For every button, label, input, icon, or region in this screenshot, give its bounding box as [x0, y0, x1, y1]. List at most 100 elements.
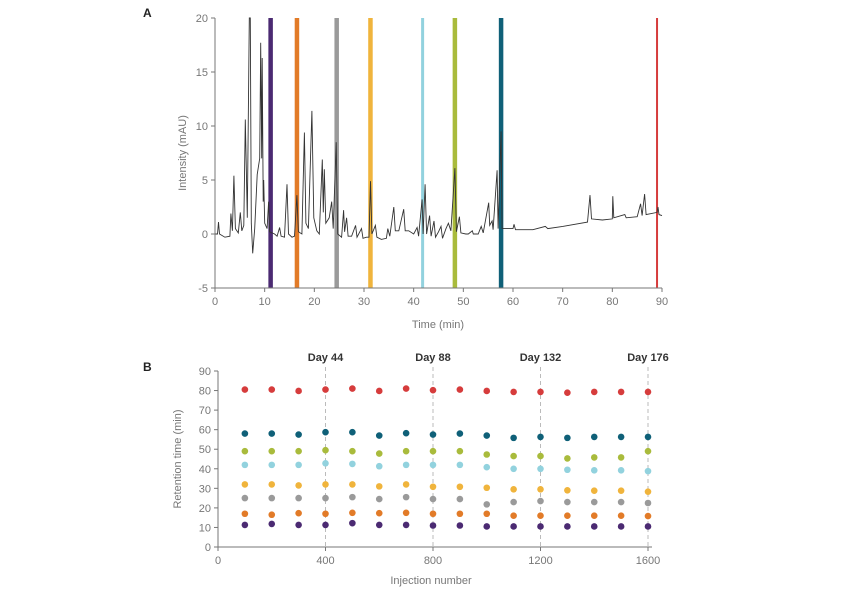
x-tick-label: 60: [507, 296, 519, 308]
data-point: [322, 460, 329, 467]
data-point: [564, 498, 571, 506]
y-tick-label: 5: [202, 175, 208, 187]
data-point: [483, 523, 491, 530]
data-point: [349, 519, 356, 527]
data-point: [349, 481, 356, 488]
data-point: [375, 483, 383, 490]
y-tick-label: 0: [205, 542, 211, 554]
data-point: [483, 484, 491, 492]
x-tick-label: 50: [457, 296, 469, 308]
x-tick-label: 30: [358, 296, 370, 308]
data-point: [349, 509, 356, 517]
data-point: [617, 487, 625, 494]
data-point: [241, 447, 249, 455]
panel-b-xlabel: Injection number: [390, 575, 472, 587]
x-tick-label: 70: [557, 296, 569, 308]
data-point: [644, 523, 652, 530]
data-point: [456, 386, 464, 393]
data-point: [268, 520, 276, 528]
data-point: [241, 461, 249, 469]
highlight-band: [268, 18, 273, 288]
data-point: [564, 523, 571, 530]
data-point: [483, 451, 491, 458]
data-point: [510, 434, 517, 442]
chromatogram-trace: [215, 17, 663, 254]
chromatogram-panel: 0 10 20 30 40 50 60 70 80 90 -5 0 5 10 15 20: [196, 13, 668, 308]
data-point: [456, 495, 464, 503]
data-point: [241, 386, 249, 393]
data-point: [429, 431, 437, 438]
data-point: [375, 432, 383, 439]
data-point: [590, 523, 598, 530]
data-point: [537, 433, 544, 441]
data-point: [644, 433, 652, 441]
highlight-band: [294, 18, 300, 288]
panel-a-xlabel: Time (min): [412, 319, 464, 331]
data-point: [429, 461, 437, 469]
x-tick-label: 800: [424, 555, 442, 567]
data-point: [429, 386, 437, 394]
data-point: [429, 483, 437, 491]
data-point: [456, 430, 464, 437]
data-point: [268, 511, 276, 519]
data-point: [322, 386, 329, 393]
data-point: [375, 450, 383, 457]
data-point: [617, 523, 625, 530]
data-point: [268, 494, 276, 502]
data-point: [268, 481, 276, 488]
x-tick-label: 0: [215, 555, 221, 567]
data-point: [537, 523, 544, 530]
data-point: [349, 447, 356, 455]
data-point: [537, 465, 544, 473]
data-point: [510, 388, 517, 396]
data-point: [429, 510, 437, 518]
data-point: [483, 510, 491, 518]
highlight-band: [421, 18, 425, 288]
data-point: [537, 512, 544, 520]
data-point: [644, 488, 652, 495]
data-point: [617, 388, 625, 396]
data-point: [510, 512, 517, 520]
data-point: [590, 388, 598, 396]
y-tick-label: 70: [199, 405, 211, 417]
data-point: [456, 461, 464, 469]
y-tick-label: 90: [199, 366, 211, 378]
day-marker-label: Day 44: [308, 352, 344, 364]
panel-a-ylabel: Intensity (mAU): [177, 115, 189, 191]
panel-b-label: B: [143, 360, 152, 374]
data-point: [590, 487, 598, 494]
day-marker-label: Day 132: [520, 352, 562, 364]
data-point: [349, 460, 356, 468]
x-tick-label: 1600: [636, 555, 660, 567]
data-point: [241, 521, 249, 529]
data-point: [537, 497, 544, 505]
data-point: [295, 521, 302, 529]
data-point: [402, 429, 410, 437]
data-point: [510, 523, 517, 530]
data-point: [268, 430, 276, 437]
y-tick-label: 80: [199, 386, 211, 398]
data-point: [537, 486, 544, 493]
y-tick-label: 50: [199, 444, 211, 456]
data-point: [375, 495, 383, 503]
data-point: [564, 466, 571, 474]
data-point: [322, 481, 329, 488]
data-point: [483, 463, 491, 471]
data-point: [644, 388, 652, 396]
panel-b-ylabel: Retention time (min): [172, 409, 184, 508]
data-point: [429, 522, 437, 529]
data-point: [322, 510, 329, 518]
data-point: [564, 434, 571, 442]
data-point: [510, 465, 517, 473]
data-point: [402, 461, 410, 469]
data-point: [402, 493, 410, 501]
data-point: [510, 486, 517, 493]
highlight-band: [656, 18, 659, 288]
x-tick-label: 400: [316, 555, 334, 567]
y-tick-label: 10: [196, 121, 208, 133]
data-point: [429, 495, 437, 503]
data-point: [322, 494, 329, 502]
data-point: [510, 452, 517, 460]
data-point: [322, 446, 329, 454]
